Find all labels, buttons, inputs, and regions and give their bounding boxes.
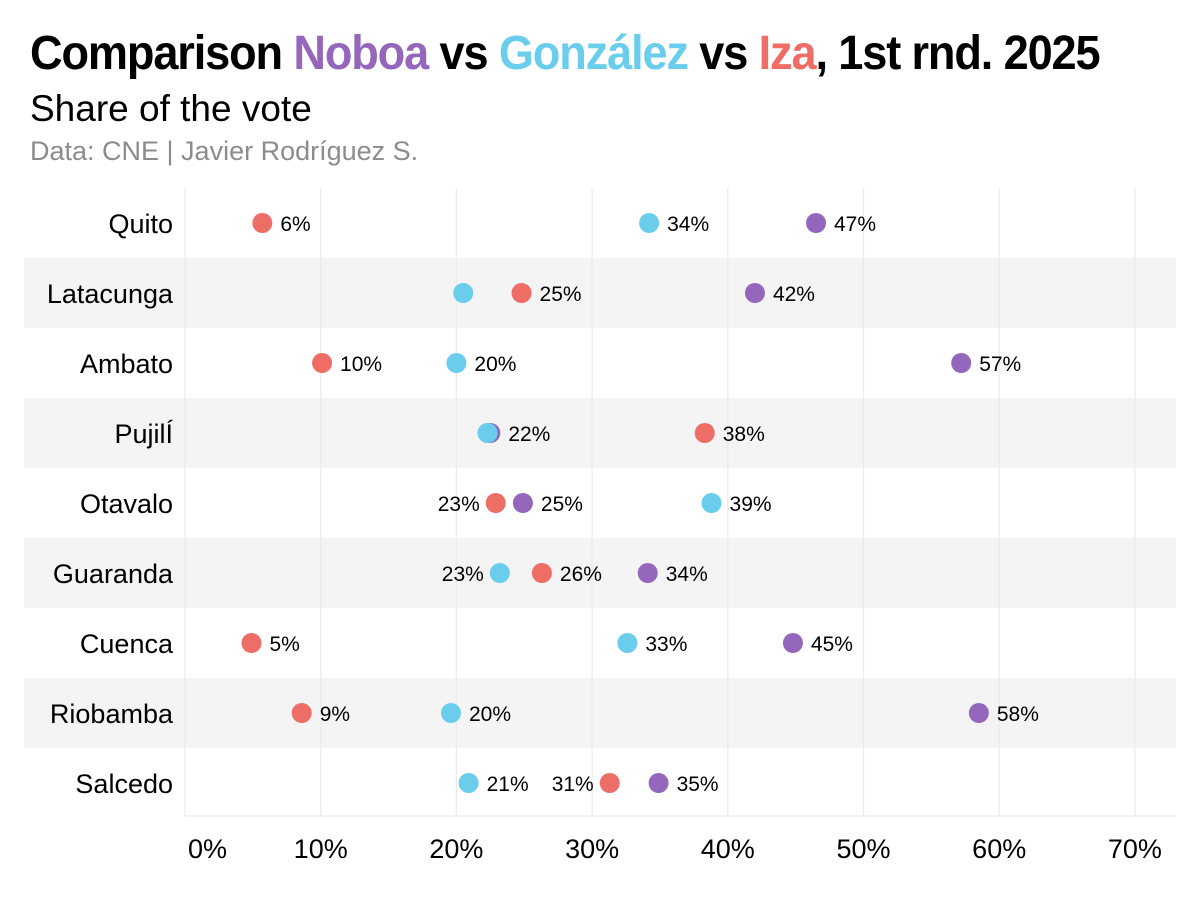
x-tick-label: 60% <box>972 834 1026 864</box>
point-iza <box>312 353 333 373</box>
point-iza <box>511 283 532 303</box>
row-band <box>24 258 1176 328</box>
title-prefix: Comparison <box>30 27 294 80</box>
point-iza <box>291 703 312 723</box>
x-tick-label: 10% <box>294 834 348 864</box>
point-iza <box>531 563 552 583</box>
value-label: 35% <box>677 773 719 796</box>
x-tick-label: 70% <box>1108 834 1162 864</box>
value-label: 9% <box>320 703 350 726</box>
category-label: Guaranda <box>53 559 174 589</box>
chart-caption: Data: CNE | Javier Rodríguez S. <box>30 136 419 166</box>
point-gonzalez-overlay <box>477 423 498 443</box>
value-label: 34% <box>667 213 709 236</box>
category-label: Salcedo <box>75 769 173 799</box>
point-noboa <box>951 353 972 373</box>
value-label: 34% <box>666 563 708 586</box>
value-label: 31% <box>552 773 594 796</box>
point-gonzlez <box>440 703 461 723</box>
chart-title: Comparison Noboa vs González vs Iza, 1st… <box>30 26 1101 81</box>
point-iza <box>252 213 273 233</box>
category-label: Cuenca <box>80 629 174 659</box>
value-label: 57% <box>979 353 1021 376</box>
value-label: 42% <box>773 283 815 306</box>
value-label: 23% <box>438 493 480 516</box>
value-label: 33% <box>645 633 687 656</box>
point-noboa <box>637 563 658 583</box>
title-gonzalez: González <box>498 27 689 80</box>
point-gonzlez <box>458 773 479 793</box>
category-label: Riobamba <box>50 699 174 729</box>
point-gonzlez <box>639 213 660 233</box>
category-label: Quito <box>108 209 173 239</box>
x-tick-label: 0% <box>188 834 227 864</box>
value-label: 20% <box>474 353 516 376</box>
value-label: 45% <box>811 633 853 656</box>
point-gonzlez <box>453 283 474 303</box>
title-vs-1: vs <box>428 27 499 80</box>
value-label: 23% <box>442 563 484 586</box>
value-label: 22% <box>508 423 550 446</box>
title-iza: Iza <box>758 27 817 80</box>
point-iza <box>241 633 262 653</box>
point-gonzlez <box>701 493 722 513</box>
point-noboa <box>782 633 803 653</box>
x-tick-label: 30% <box>565 834 619 864</box>
value-label: 58% <box>997 703 1039 726</box>
value-label: 26% <box>560 563 602 586</box>
point-iza <box>599 773 620 793</box>
point-noboa <box>968 703 989 723</box>
point-noboa <box>744 283 765 303</box>
value-label: 6% <box>280 213 310 236</box>
category-label: Latacunga <box>47 279 174 309</box>
category-label: Otavalo <box>80 489 173 519</box>
point-noboa <box>806 213 827 233</box>
point-noboa <box>648 773 669 793</box>
value-label: 25% <box>541 493 583 516</box>
point-iza <box>485 493 506 513</box>
x-tick-label: 40% <box>701 834 755 864</box>
chart-subtitle: Share of the vote <box>30 88 312 129</box>
x-tick-label: 50% <box>836 834 890 864</box>
point-iza <box>694 423 715 443</box>
value-label: 21% <box>487 773 529 796</box>
value-label: 20% <box>469 703 511 726</box>
point-gonzlez <box>489 563 510 583</box>
point-noboa <box>512 493 533 513</box>
title-suffix: , 1st rnd. 2025 <box>815 27 1100 80</box>
point-gonzlez <box>446 353 467 373</box>
point-gonzlez <box>617 633 638 653</box>
value-label: 38% <box>723 423 765 446</box>
title-vs-2: vs <box>687 27 759 80</box>
row-band <box>24 538 1176 608</box>
value-label: 25% <box>540 283 582 306</box>
value-label: 10% <box>340 353 382 376</box>
value-label: 47% <box>834 213 876 236</box>
row-band <box>24 398 1176 468</box>
category-label: PujilÍ <box>114 419 173 449</box>
x-tick-label: 20% <box>429 834 483 864</box>
value-label: 5% <box>269 633 299 656</box>
category-label: Ambato <box>80 349 173 379</box>
value-label: 39% <box>730 493 772 516</box>
title-noboa: Noboa <box>293 27 429 80</box>
